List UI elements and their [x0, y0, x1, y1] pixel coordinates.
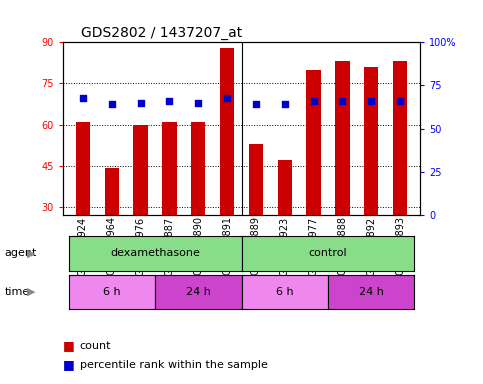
- Text: GDS2802 / 1437207_at: GDS2802 / 1437207_at: [81, 26, 242, 40]
- Point: [310, 98, 317, 104]
- Point: [252, 101, 260, 108]
- Text: ■: ■: [63, 339, 74, 352]
- Bar: [133, 124, 148, 215]
- Text: control: control: [309, 248, 347, 258]
- Point: [396, 98, 404, 104]
- Text: ▶: ▶: [27, 287, 35, 297]
- Bar: [105, 169, 119, 215]
- Point: [137, 100, 144, 106]
- Bar: [162, 122, 177, 215]
- Bar: [278, 160, 292, 215]
- Point: [339, 98, 346, 104]
- Point: [79, 94, 87, 101]
- Text: 24 h: 24 h: [186, 287, 211, 297]
- Point: [223, 94, 231, 101]
- Bar: [249, 144, 263, 215]
- Bar: [364, 67, 378, 215]
- Point: [108, 101, 115, 108]
- Point: [368, 98, 375, 104]
- Bar: [220, 48, 234, 215]
- Text: percentile rank within the sample: percentile rank within the sample: [80, 360, 268, 370]
- Text: 6 h: 6 h: [103, 287, 121, 297]
- Text: 24 h: 24 h: [359, 287, 384, 297]
- Point: [166, 98, 173, 104]
- Bar: [76, 122, 90, 215]
- Text: dexamethasone: dexamethasone: [110, 248, 200, 258]
- Point: [281, 101, 289, 108]
- Text: ▶: ▶: [27, 248, 35, 258]
- Bar: [393, 61, 407, 215]
- Text: agent: agent: [5, 248, 37, 258]
- Bar: [191, 122, 205, 215]
- Text: count: count: [80, 341, 111, 351]
- Point: [194, 100, 202, 106]
- Text: time: time: [5, 287, 30, 297]
- Text: 6 h: 6 h: [276, 287, 294, 297]
- Bar: [306, 70, 321, 215]
- Bar: [335, 61, 350, 215]
- Text: ■: ■: [63, 358, 74, 371]
